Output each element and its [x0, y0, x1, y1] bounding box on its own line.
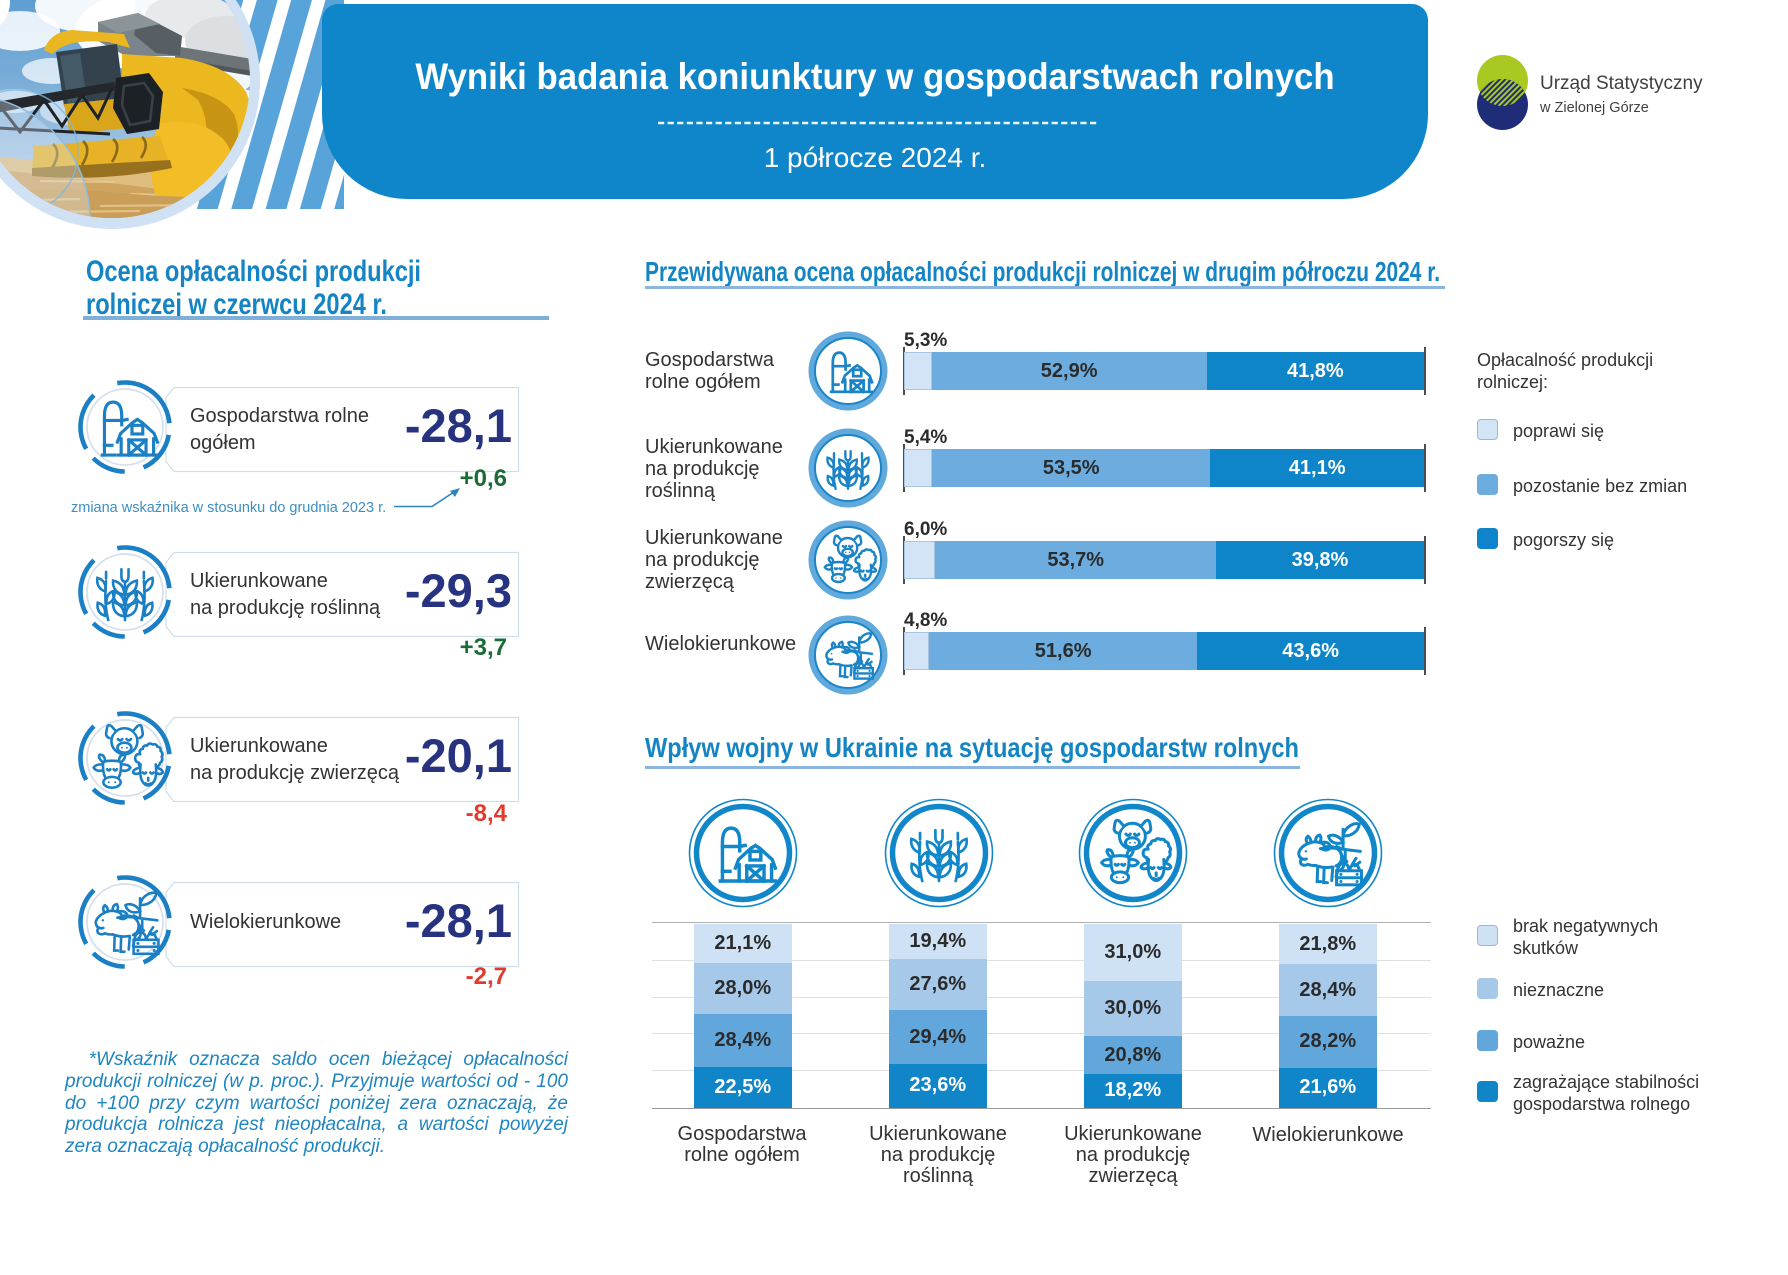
svg-text:w Zielonej Górze: w Zielonej Górze	[1539, 100, 1649, 116]
svg-text:Urząd Statystyczny: Urząd Statystyczny	[1540, 73, 1703, 94]
